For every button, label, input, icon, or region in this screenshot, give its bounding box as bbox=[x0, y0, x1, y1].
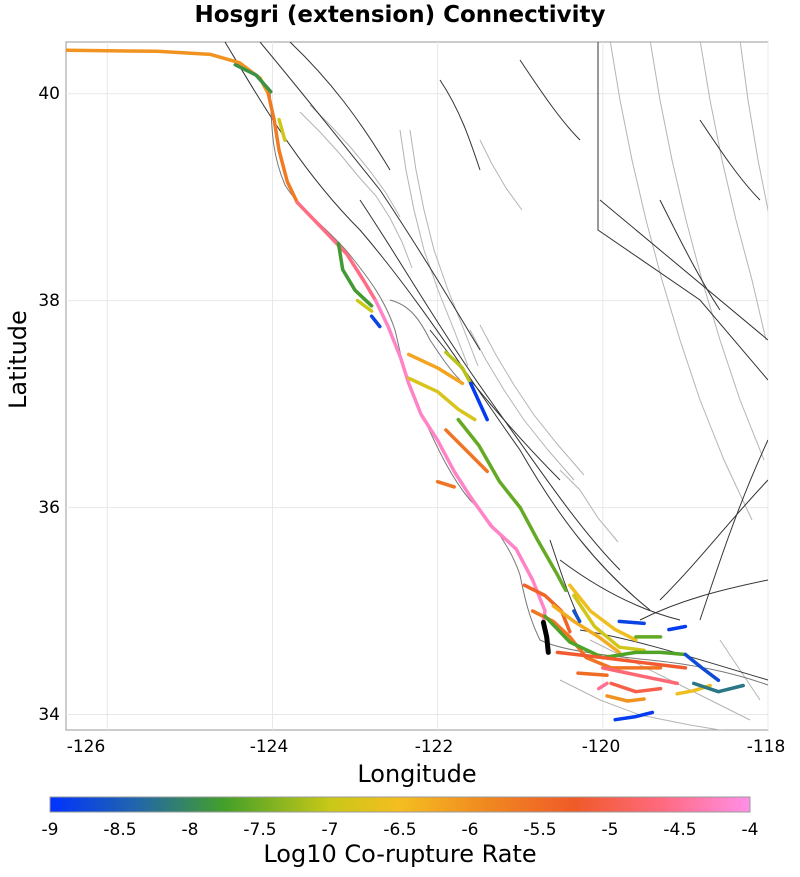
rupture-segment bbox=[406, 376, 477, 422]
colorbar-title: Log10 Co-rupture Rate bbox=[263, 840, 537, 868]
rupture-segment bbox=[295, 200, 378, 303]
colorbar-tick-label: -5.5 bbox=[523, 820, 557, 840]
rupture-segment bbox=[617, 619, 646, 626]
fault-trace bbox=[439, 79, 481, 171]
rupture-segment bbox=[406, 352, 465, 386]
colorbar-tick-label: -7 bbox=[321, 820, 339, 840]
fault-trace bbox=[659, 199, 721, 311]
fault-trace bbox=[639, 579, 768, 621]
fault-polygon bbox=[479, 324, 585, 476]
rupture-segment bbox=[355, 298, 374, 313]
colorbar-tick-label: -5 bbox=[601, 820, 619, 840]
rupture-segment bbox=[613, 710, 655, 722]
grid-lines bbox=[66, 42, 769, 730]
fault-polygon bbox=[479, 139, 523, 211]
rupture-segment bbox=[572, 609, 582, 624]
rupture-segment bbox=[568, 583, 638, 642]
colorbar-tick-label: -4.5 bbox=[663, 820, 697, 840]
x-tick-label: -122 bbox=[414, 737, 454, 757]
colorbar bbox=[49, 796, 751, 813]
rupture-segment bbox=[543, 614, 688, 660]
rupture-segment bbox=[522, 583, 572, 634]
fault-trace bbox=[597, 42, 768, 381]
fault-trace bbox=[289, 42, 391, 171]
colorbar-tick-label: -4 bbox=[741, 820, 759, 840]
rupture-segment bbox=[435, 479, 456, 489]
x-tick-label: -118 bbox=[746, 737, 786, 757]
fault-polygon bbox=[589, 639, 751, 721]
fault-trace bbox=[699, 439, 768, 621]
map-plot-area bbox=[65, 41, 769, 731]
rupture-segment bbox=[609, 681, 663, 694]
rupture-segment bbox=[683, 652, 721, 683]
colorbar-tick-label: -8 bbox=[181, 820, 199, 840]
rupture-segment bbox=[530, 609, 663, 670]
fault-polygon bbox=[559, 469, 619, 543]
rupture-segment bbox=[444, 350, 473, 386]
colorbar-tick-label: -8.5 bbox=[103, 820, 137, 840]
rupture-segment bbox=[551, 604, 622, 655]
rupture-segment bbox=[456, 417, 568, 593]
colorbar-tick-label: -6.5 bbox=[383, 820, 417, 840]
rupture-segment bbox=[233, 63, 273, 94]
x-tick-label: -120 bbox=[581, 737, 621, 757]
fault-polygon bbox=[299, 111, 413, 269]
source-fault-layer bbox=[540, 619, 551, 655]
fault-trace bbox=[699, 119, 761, 201]
colorbar-tick-label: -7.5 bbox=[243, 820, 277, 840]
x-axis-title: Longitude bbox=[357, 760, 477, 788]
map-title: Hosgri (extension) Connectivity bbox=[194, 2, 606, 28]
rupture-segment bbox=[266, 91, 299, 205]
rupture-segment bbox=[605, 694, 646, 703]
rupture-segment bbox=[369, 314, 382, 329]
rupture-segment bbox=[373, 298, 547, 625]
rupture-segment bbox=[277, 117, 287, 143]
colorbar-tick-label: -9 bbox=[41, 820, 59, 840]
colorbar-tick-label: -6 bbox=[461, 820, 479, 840]
fault-polygon bbox=[739, 42, 768, 213]
rupture-segment bbox=[336, 241, 374, 308]
fault-trace bbox=[559, 559, 681, 621]
fault-polygon bbox=[399, 129, 469, 367]
fault-polygon bbox=[699, 42, 767, 341]
y-tick-label: 40 bbox=[38, 84, 60, 104]
bay-shoreline bbox=[389, 299, 461, 381]
rupture-segment bbox=[555, 650, 688, 670]
fault-polygon bbox=[609, 42, 753, 521]
fault-polygon bbox=[309, 104, 401, 218]
fault-polygon bbox=[719, 639, 761, 701]
source-fault-segment bbox=[540, 619, 551, 655]
fault-polygon bbox=[469, 329, 575, 481]
rupture-segment bbox=[601, 666, 679, 686]
rupture-segment bbox=[691, 681, 745, 694]
fault-polygon bbox=[649, 42, 765, 461]
fault-trace bbox=[359, 199, 621, 571]
fault-trace bbox=[259, 42, 481, 351]
x-tick-label: -124 bbox=[249, 737, 289, 757]
fault-trace bbox=[659, 479, 768, 601]
rupture-segment bbox=[667, 624, 688, 632]
rupture-segment bbox=[576, 671, 609, 677]
plot-frame bbox=[65, 41, 769, 731]
y-tick-label: 38 bbox=[38, 291, 60, 311]
fault-trace bbox=[599, 199, 768, 341]
rupture-segment bbox=[444, 428, 489, 474]
rupture-segment bbox=[572, 593, 646, 653]
fault-polygon-layer bbox=[299, 42, 768, 730]
rupture-segment bbox=[468, 381, 489, 422]
x-tick-label: -126 bbox=[66, 737, 106, 757]
y-tick-label: 36 bbox=[38, 498, 60, 518]
rupture-segment bbox=[596, 681, 609, 691]
fault-trace bbox=[519, 59, 581, 141]
y-tick-label: 34 bbox=[38, 705, 60, 725]
fault-trace bbox=[429, 329, 561, 481]
rupture-layer bbox=[66, 48, 745, 722]
fault-polygon bbox=[409, 129, 479, 367]
